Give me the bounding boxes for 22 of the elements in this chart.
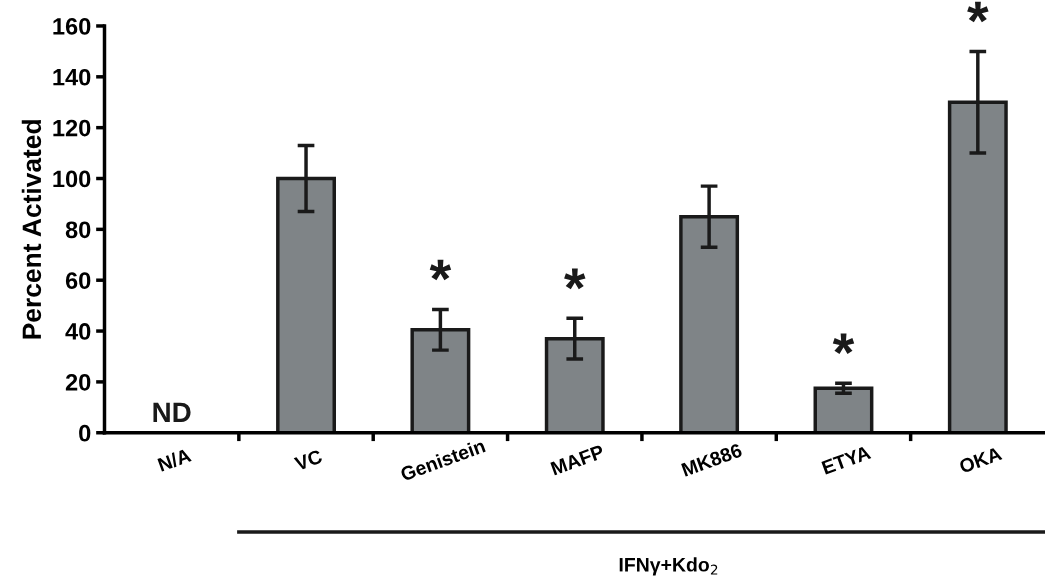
y-tick-label: 40 — [65, 323, 91, 340]
x-tick-label: VC — [293, 449, 324, 472]
annotation: * — [832, 333, 855, 355]
y-tick-label: 120 — [53, 119, 91, 137]
text: IFNγ+Kdo$_{2}$ — [619, 557, 718, 576]
annotation: * — [564, 268, 586, 290]
y-tick-label: 0 — [79, 424, 91, 442]
annotation: ND — [153, 402, 191, 422]
y-tick-label: 140 — [53, 68, 91, 86]
y-tick-label: 20 — [65, 373, 91, 391]
x-tick-label: MAFP — [550, 444, 605, 476]
y-tick-label: 60 — [65, 272, 91, 289]
y-axis-title: Percent Activated — [21, 120, 42, 339]
x-tick-label: ETYA — [821, 445, 872, 475]
y-tick-label: 100 — [53, 170, 91, 188]
x-tick-label: MK886 — [681, 443, 743, 477]
x-tick-label: OKA — [958, 446, 1003, 474]
annotation: * — [967, 1, 989, 23]
annotation: * — [429, 259, 452, 281]
y-tick-label: 160 — [53, 18, 91, 35]
y-tick-label: 80 — [65, 221, 91, 239]
x-tick-label: N/A — [157, 447, 192, 472]
